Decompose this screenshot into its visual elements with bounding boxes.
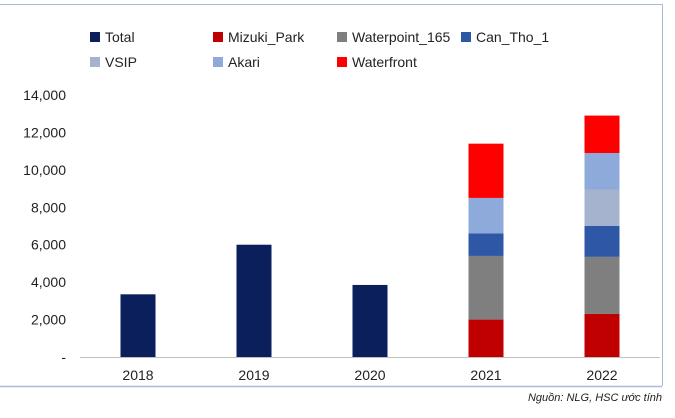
bar-akari-2022	[584, 153, 620, 190]
bar-can-tho-1-2022	[584, 226, 620, 257]
y-tick-label: 2,000	[31, 312, 66, 328]
x-tick-label: 2020	[354, 367, 385, 383]
y-tick-label: 4,000	[31, 274, 66, 290]
y-tick-label: 12,000	[23, 124, 66, 140]
bar-waterpoint-165-2022	[584, 256, 620, 314]
legend-swatch	[337, 32, 347, 42]
bar-waterfront-2022	[584, 115, 620, 154]
legend-swatch	[90, 32, 100, 42]
x-axis-ticks: 2018 2019 2020 2021 2022	[122, 367, 617, 383]
bar-total-2018	[120, 294, 156, 357]
bar-mizuki-park-2021	[468, 319, 504, 357]
legend-swatch	[213, 32, 223, 42]
legend: Total Mizuki_Park Waterpoint_165 Can_Tho_1 V…	[90, 29, 549, 70]
legend-swatch	[90, 57, 100, 67]
legend-label: Waterpoint_165	[352, 29, 451, 45]
y-tick-label: -	[61, 349, 66, 365]
bar-waterpoint-165-2021	[468, 255, 504, 320]
bar-total-2019	[236, 244, 272, 357]
bar-mizuki-park-2022	[584, 313, 620, 357]
legend-label: Waterfront	[352, 54, 417, 70]
legend-label: VSIP	[105, 54, 137, 70]
x-tick-label: 2022	[586, 367, 617, 383]
bar-total-2020	[352, 284, 388, 357]
legend-label: Mizuki_Park	[228, 29, 305, 45]
bar-waterfront-2021	[468, 143, 504, 198]
legend-label: Can_Tho_1	[476, 29, 549, 45]
legend-swatch	[461, 32, 471, 42]
y-tick-label: 8,000	[31, 199, 66, 215]
legend-label: Akari	[228, 54, 260, 70]
y-tick-label: 6,000	[31, 237, 66, 253]
source-note: Nguồn: NLG, HSC ước tính	[528, 392, 662, 404]
x-tick-label: 2018	[122, 367, 153, 383]
bar-akari-2021	[468, 197, 504, 234]
legend-swatch	[213, 57, 223, 67]
y-tick-label: 10,000	[23, 162, 66, 178]
legend-label: Total	[105, 29, 135, 45]
y-axis-ticks: - 2,000 4,000 6,000 8,000 10,000 12,000 14,000	[23, 87, 66, 365]
legend-swatch	[337, 57, 347, 67]
bar-can-tho-1-2021	[468, 233, 504, 256]
bars	[120, 115, 620, 357]
x-tick-label: 2019	[238, 367, 269, 383]
bar-vsip-2022	[584, 189, 620, 226]
y-tick-label: 14,000	[23, 87, 66, 103]
x-tick-label: 2021	[470, 367, 501, 383]
